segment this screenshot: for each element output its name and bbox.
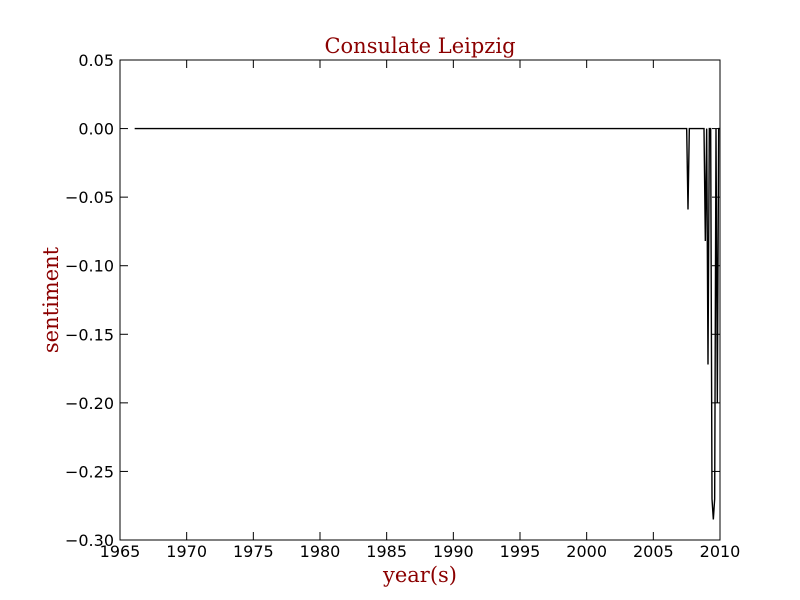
y-axis-ticks	[120, 59, 720, 541]
x-tick-label: 2005	[633, 542, 674, 561]
x-axis-tick-labels: 1965 1970 1975 1980 1985 1990 1995 2000 2005 2010	[100, 542, 741, 561]
series-layer	[134, 127, 720, 520]
x-tick-label: 1965	[100, 542, 141, 561]
y-tick-label: −0.20	[65, 394, 114, 413]
x-tick-label: 1990	[433, 542, 474, 561]
x-tick-label: 1970	[166, 542, 207, 561]
x-axis-label: year(s)	[382, 563, 457, 587]
x-tick-label: 2000	[566, 542, 607, 561]
y-tick-label: −0.15	[65, 325, 114, 344]
x-tick-label: 1985	[366, 542, 407, 561]
plot-frame	[119, 59, 721, 541]
x-axis-ticks	[119, 60, 721, 540]
x-tick-label: 1980	[300, 542, 341, 561]
series-line-0	[134, 127, 720, 520]
plot-area	[119, 59, 721, 541]
y-axis-tick-labels: 0.05 0.00 −0.05 −0.10 −0.15 −0.20 −0.25 −0.30	[65, 51, 114, 550]
y-tick-label: 0.00	[78, 120, 114, 139]
y-tick-label: 0.05	[78, 51, 114, 70]
chart-title: Consulate Leipzig	[324, 34, 515, 58]
y-axis-label: sentiment	[39, 246, 63, 353]
y-tick-label: −0.05	[65, 188, 114, 207]
x-tick-label: 2010	[700, 542, 741, 561]
y-tick-label: −0.30	[65, 531, 114, 550]
y-tick-label: −0.10	[65, 257, 114, 276]
x-tick-label: 1995	[500, 542, 541, 561]
x-tick-label: 1975	[233, 542, 274, 561]
y-tick-label: −0.25	[65, 462, 114, 481]
